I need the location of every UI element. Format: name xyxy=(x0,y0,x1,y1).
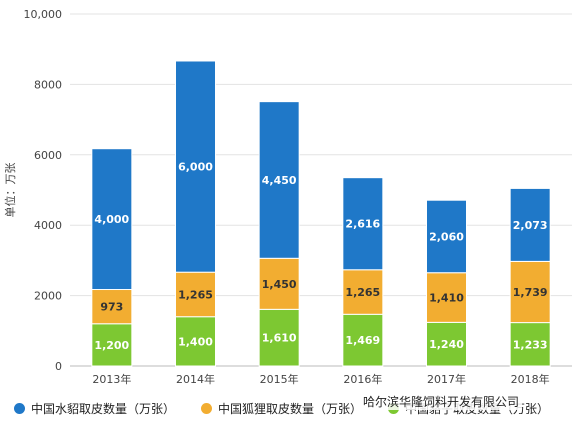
y-axis-label: 单位：万张 xyxy=(3,163,17,218)
y-tick-label: 6000 xyxy=(34,149,62,162)
data-label: 1,265 xyxy=(345,286,380,299)
bar-segment xyxy=(342,269,384,315)
legend-label: 中国狐狸取皮数量（万张） xyxy=(218,402,363,416)
data-label: 1,410 xyxy=(429,292,464,305)
bar-segment xyxy=(175,60,216,273)
bar-segment xyxy=(91,148,133,291)
x-tick-label: 2014年 xyxy=(176,372,215,386)
data-label: 2,073 xyxy=(513,219,548,232)
data-label: 4,450 xyxy=(262,174,297,187)
bar-segment xyxy=(91,323,133,367)
bar-segment xyxy=(426,321,467,367)
data-label: 6,000 xyxy=(178,161,213,174)
data-label: 1,469 xyxy=(345,334,380,347)
x-tick-label: 2015年 xyxy=(260,372,299,386)
bar-segment xyxy=(258,101,300,259)
data-label: 1,739 xyxy=(513,286,548,299)
bar-segment xyxy=(426,272,467,323)
y-tick-label: 10,000 xyxy=(24,8,63,21)
y-tick-label: 8000 xyxy=(34,78,62,91)
bar-segment xyxy=(342,177,384,271)
data-label: 2,616 xyxy=(345,218,380,231)
bar-segment xyxy=(175,271,216,318)
legend-swatch xyxy=(14,403,25,414)
bars: 1,200 973 4,000 1,400 1,265 6,000 1,610 1,450 4,… xyxy=(91,60,551,367)
bar-segment xyxy=(509,322,551,367)
data-label: 2,060 xyxy=(429,230,464,243)
data-label: 1,200 xyxy=(94,339,129,352)
bar-segment xyxy=(258,257,300,310)
bar-segment xyxy=(91,289,133,325)
bar-segment xyxy=(258,308,300,367)
y-tick-label: 4000 xyxy=(34,219,62,232)
data-label: 1,400 xyxy=(178,335,213,348)
legend-item: 中国水貂取皮数量（万张） xyxy=(14,400,175,417)
gridlines xyxy=(70,13,572,367)
data-label: 1,240 xyxy=(429,338,464,351)
bar-segment xyxy=(509,260,551,324)
x-axis-ticks: 2013年 2014年 2015年 2016年 2017年 2018年 xyxy=(92,372,549,386)
data-label: 1,265 xyxy=(178,288,213,301)
data-label: 1,450 xyxy=(262,278,297,291)
x-tick-label: 2018年 xyxy=(511,372,550,386)
data-label: 973 xyxy=(100,301,123,314)
x-tick-label: 2017年 xyxy=(427,372,466,386)
x-tick-label: 2013年 xyxy=(92,372,131,386)
y-tick-label: 0 xyxy=(55,360,62,373)
watermark-text: 哈尔滨华隆饲料开发有限公司 xyxy=(360,393,523,410)
bar-segment xyxy=(426,199,467,274)
y-tick-label: 2000 xyxy=(34,290,62,303)
bar-segment xyxy=(509,187,551,262)
legend-item: 中国狐狸取皮数量（万张） xyxy=(201,400,362,417)
x-tick-label: 2016年 xyxy=(343,372,382,386)
y-axis-ticks: 0 2000 4000 6000 8000 10,000 xyxy=(24,8,63,373)
data-label: 1,610 xyxy=(262,332,297,345)
data-label: 1,233 xyxy=(513,338,548,351)
data-label: 4,000 xyxy=(94,213,129,226)
legend-swatch xyxy=(201,403,213,414)
legend-label: 中国水貂取皮数量（万张） xyxy=(31,402,176,416)
bar-segment xyxy=(342,313,384,367)
